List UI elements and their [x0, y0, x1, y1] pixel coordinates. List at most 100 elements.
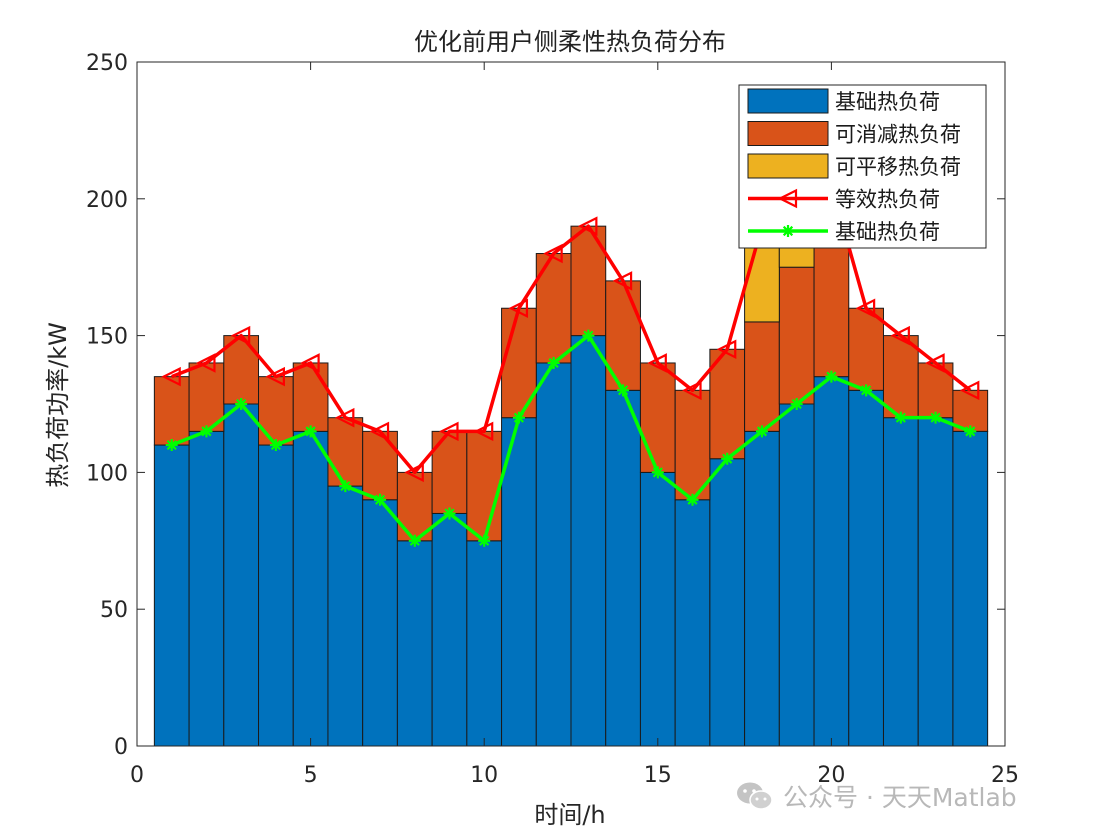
bar-1-9	[431, 512, 468, 747]
point-2-8	[408, 534, 421, 547]
legend-label-3: 可平移热负荷	[835, 155, 961, 179]
bar-1-16	[674, 499, 711, 747]
point-2-16	[686, 493, 699, 506]
bar-1-13	[570, 335, 607, 747]
bar-1-5	[292, 430, 329, 747]
point-2-12	[547, 356, 560, 369]
point-2-17	[721, 452, 734, 465]
point-1-2	[195, 353, 216, 373]
legend-label-4: 等效热负荷	[835, 188, 940, 212]
x-axis-label: 时间/h	[534, 801, 605, 829]
bar-1-20	[813, 376, 850, 747]
point-2-15	[651, 466, 664, 479]
point-2-5	[304, 425, 317, 438]
point-2-3	[235, 398, 248, 410]
legend-label-2: 可消减热负荷	[835, 123, 961, 147]
x-tick-label-20: 20	[817, 763, 845, 788]
x-tick-label-0: 0	[130, 763, 144, 788]
legend-marker-5	[782, 225, 794, 237]
bar-1-14	[605, 389, 641, 747]
point-1-14	[612, 271, 633, 291]
point-2-4	[269, 439, 282, 452]
legend-item-4: 等效热负荷	[748, 188, 940, 212]
wechat-icon	[737, 782, 773, 810]
point-1-15	[647, 353, 667, 373]
legend-item-1: 基础热负荷	[747, 88, 940, 114]
point-2-2	[200, 425, 213, 438]
point-1-6	[334, 407, 355, 428]
chart-title: 优化前用户侧柔性热负荷分布	[414, 28, 726, 56]
legend-label-1: 基础热负荷	[835, 90, 940, 114]
bar-1-24	[952, 430, 989, 747]
watermark: 公众号 · 天天Matlab	[735, 778, 1095, 814]
bar-2-10	[466, 430, 503, 542]
bar-1-21	[848, 389, 884, 747]
point-1-16	[682, 380, 702, 401]
point-2-14	[617, 384, 630, 397]
bar-1-15	[639, 471, 676, 747]
point-1-13	[577, 216, 598, 236]
point-2-23	[929, 411, 942, 424]
legend-swatch-2	[747, 121, 829, 146]
bar-1-18	[744, 430, 780, 747]
line-2	[171, 333, 971, 543]
point-1-21	[855, 298, 876, 319]
bar-2-19	[778, 266, 815, 405]
point-1-3	[230, 325, 251, 346]
x-tick-label-25: 25	[991, 763, 1019, 788]
bar-2-20	[813, 239, 850, 378]
point-2-20	[825, 370, 838, 383]
point-1-24	[959, 380, 980, 401]
bar-2-24	[952, 389, 989, 432]
bar-1-22	[882, 417, 919, 747]
bar-1-7	[362, 499, 398, 747]
point-1-1	[161, 366, 181, 387]
bar-2-7	[362, 430, 398, 501]
point-1-23	[925, 353, 945, 373]
bar-2-15	[639, 362, 676, 473]
bar-1-11	[501, 417, 537, 747]
point-2-10	[478, 534, 491, 547]
bar-1-4	[258, 444, 294, 747]
x-tick-label-15: 15	[644, 763, 672, 788]
bar-2-22	[882, 335, 919, 419]
bar-1-1	[153, 444, 190, 747]
y-tick-label-250: 250	[86, 51, 128, 76]
y-tick-label-0: 0	[114, 735, 128, 760]
y-tick-label-50: 50	[100, 598, 128, 623]
point-1-7	[369, 421, 390, 442]
bar-1-17	[709, 458, 746, 747]
point-2-13	[582, 329, 595, 342]
point-1-10	[473, 421, 494, 442]
legend-swatch-1	[747, 88, 829, 114]
legend-label-5: 基础热负荷	[835, 220, 940, 244]
legend-marker-4	[777, 188, 798, 209]
point-2-21	[860, 384, 873, 397]
bar-2-5	[292, 362, 329, 432]
y-axis-label: 热负荷功率/kW	[44, 322, 72, 488]
bar-2-21	[848, 307, 884, 391]
point-1-5	[300, 353, 320, 373]
point-1-17	[716, 339, 737, 360]
bar-1-3	[223, 403, 260, 747]
legend-swatch-3	[747, 153, 829, 179]
y-tick-label-100: 100	[86, 461, 128, 486]
legend-item-5: 基础热负荷	[748, 220, 940, 244]
bar-1-19	[778, 403, 815, 747]
bar-1-23	[917, 417, 954, 747]
bar-1-10	[466, 540, 503, 747]
y-tick-label-150: 150	[86, 325, 128, 350]
point-2-11	[512, 411, 525, 424]
x-tick-label-10: 10	[470, 763, 498, 788]
point-1-4	[265, 366, 285, 387]
point-2-9	[443, 507, 456, 520]
point-2-1	[165, 439, 178, 452]
legend-item-3: 可平移热负荷	[747, 153, 961, 179]
line-series-2	[165, 329, 977, 547]
bar-2-1	[153, 376, 190, 446]
point-1-22	[890, 325, 910, 346]
point-1-9	[439, 421, 459, 442]
axes-frame	[136, 61, 1006, 747]
